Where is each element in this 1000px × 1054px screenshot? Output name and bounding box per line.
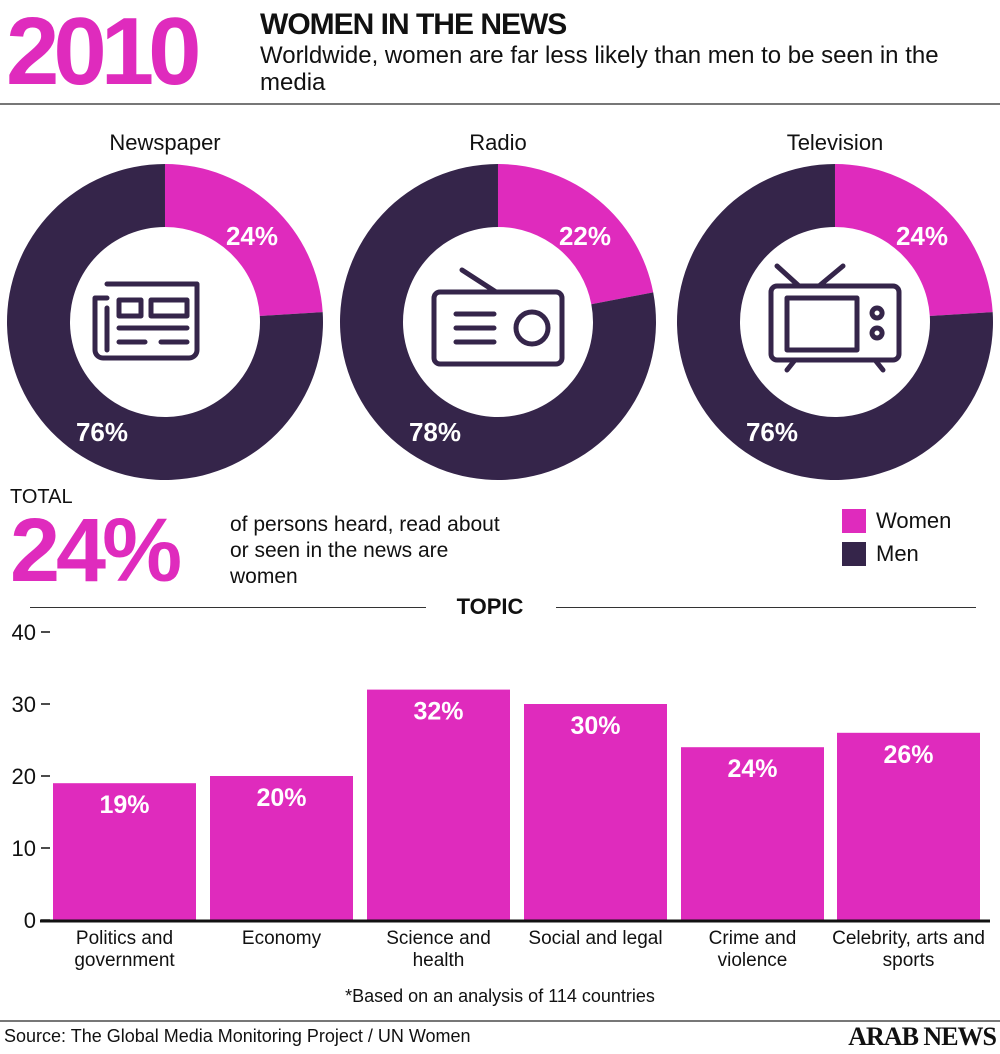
legend-swatch-women bbox=[842, 509, 866, 533]
radio-icon bbox=[431, 267, 565, 367]
y-tick-label: 20 bbox=[12, 764, 36, 789]
bar-value-label: 26% bbox=[883, 741, 933, 769]
donut-slice-women bbox=[165, 164, 323, 317]
legend-men: Men bbox=[842, 541, 919, 567]
note: *Based on an analysis of 114 countries bbox=[345, 986, 655, 1006]
source: Source: The Global Media Monitoring Proj… bbox=[4, 1026, 471, 1046]
x-tick-label: Crime and violence bbox=[708, 928, 797, 971]
bar-chart: 0 10 20 30 40 19% 20% 32% 30% 24% 26% bbox=[12, 620, 990, 930]
legend-swatch-men bbox=[842, 542, 866, 566]
bar bbox=[53, 783, 196, 920]
divider bbox=[0, 1020, 1000, 1022]
bar-value-label: 30% bbox=[570, 712, 620, 740]
men-percent-label: 76% bbox=[76, 417, 128, 447]
y-tick-label: 30 bbox=[12, 692, 36, 717]
arab-news-logo: ARAB NEWS bbox=[848, 1022, 997, 1051]
bar-value-label: 32% bbox=[413, 698, 463, 726]
men-percent-label: 76% bbox=[746, 417, 798, 447]
donut-title-television: Television bbox=[786, 130, 884, 155]
legend-label: Women bbox=[876, 508, 952, 533]
donut-slice-men bbox=[676, 164, 994, 480]
bar-value-label: 24% bbox=[727, 755, 777, 783]
total-label: TOTAL bbox=[10, 486, 73, 508]
divider bbox=[0, 103, 1000, 105]
donut-slice-men bbox=[340, 164, 656, 480]
title: WOMEN IN THE NEWS bbox=[260, 8, 567, 41]
donut-slice-women bbox=[835, 164, 993, 317]
y-tick-label: 0 bbox=[24, 908, 36, 930]
newspaper-icon bbox=[92, 281, 200, 361]
donut-slice-women bbox=[498, 164, 654, 305]
divider bbox=[30, 607, 426, 608]
x-tick-label: Celebrity, arts and sports bbox=[832, 928, 985, 971]
bar bbox=[524, 704, 667, 920]
bar bbox=[681, 747, 824, 920]
chart-title: TOPIC bbox=[456, 594, 524, 619]
donut-slice-men bbox=[7, 164, 324, 480]
legend-women: Women bbox=[842, 508, 951, 534]
bar bbox=[367, 689, 510, 920]
x-tick-label: Politics and government bbox=[74, 928, 175, 971]
bar-value-label: 20% bbox=[256, 784, 306, 812]
men-percent-label: 78% bbox=[409, 417, 461, 447]
bar bbox=[837, 732, 980, 920]
tv-icon bbox=[768, 263, 902, 373]
bar-value-label: 19% bbox=[99, 791, 149, 819]
donut-charts: 24% 76% 22% 78% 24% 76% bbox=[7, 164, 994, 480]
divider bbox=[556, 607, 976, 608]
x-tick-label: Science and health bbox=[386, 928, 491, 971]
legend-label: Men bbox=[876, 541, 919, 566]
donut-title-newspaper: Newspaper bbox=[109, 130, 221, 155]
x-tick-label: Economy bbox=[241, 928, 322, 949]
women-percent-label: 24% bbox=[896, 221, 948, 251]
donut-title-radio: Radio bbox=[469, 130, 527, 155]
women-percent-label: 24% bbox=[226, 221, 278, 251]
y-tick-label: 10 bbox=[12, 836, 36, 861]
total-description: of persons heard, read about or seen in … bbox=[230, 513, 500, 588]
year: 2010 bbox=[6, 0, 202, 105]
x-tick-label: Social and legal bbox=[528, 928, 663, 949]
total-value: 24% bbox=[10, 501, 182, 601]
subtitle: Worldwide, women are far less likely tha… bbox=[260, 42, 939, 96]
bar bbox=[210, 776, 353, 920]
y-tick-label: 40 bbox=[12, 620, 36, 645]
women-percent-label: 22% bbox=[559, 221, 611, 251]
